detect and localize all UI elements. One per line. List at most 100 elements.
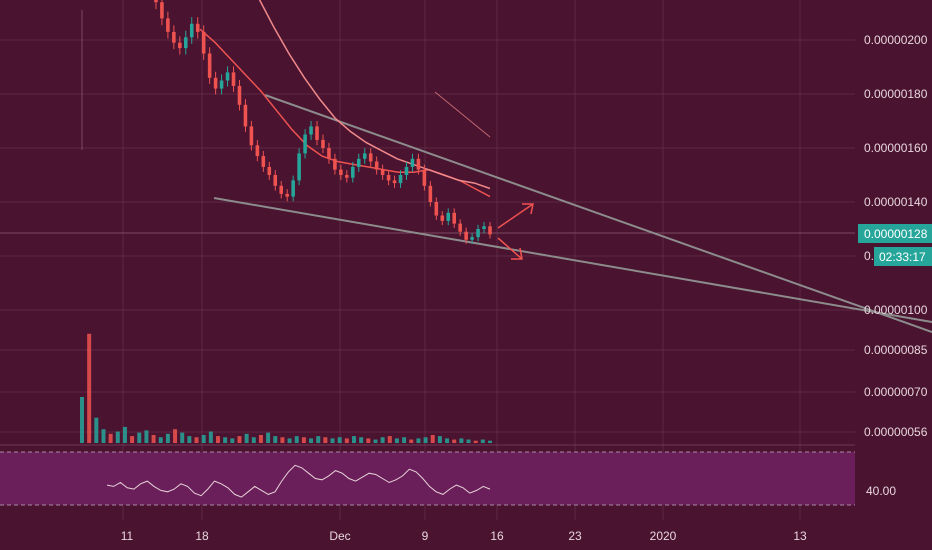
countdown-label: 02:33:17	[879, 250, 926, 264]
time-tick-label: Dec	[329, 529, 350, 543]
candle-body	[166, 18, 170, 32]
candle-body	[345, 175, 349, 178]
volume-bar	[330, 438, 335, 443]
candle-body	[321, 139, 325, 148]
volume-bar	[352, 436, 356, 443]
price-tick-label: 0.00000070	[864, 385, 928, 399]
down-arrow-head	[511, 247, 523, 260]
volume-bar	[108, 433, 113, 443]
volume-bar	[323, 437, 328, 443]
candle-body	[201, 31, 206, 54]
current-price-label: 0.00000128	[864, 227, 928, 241]
rsi-panel	[0, 451, 855, 506]
candle-body	[285, 193, 289, 197]
time-tick-label: 2020	[650, 529, 677, 543]
volume-bar	[258, 434, 263, 443]
candle-body	[392, 180, 397, 184]
volume-bar	[387, 436, 392, 443]
candle-body	[488, 226, 492, 235]
candle-body	[273, 175, 278, 186]
volume-bar	[115, 431, 120, 443]
candle-body	[195, 23, 200, 32]
candle-body	[184, 37, 188, 49]
volume-bars	[80, 333, 492, 443]
candle-body	[178, 42, 182, 49]
volume-bar	[216, 436, 220, 443]
rsi-band	[0, 452, 855, 505]
volume-bar	[337, 437, 342, 443]
volume-bar	[201, 434, 206, 443]
candle-body	[428, 185, 433, 202]
volume-bar	[459, 438, 464, 443]
candle-body	[225, 72, 230, 81]
volume-bar	[280, 437, 285, 443]
candle-body	[464, 231, 468, 240]
candle-body	[237, 85, 242, 105]
volume-bar	[187, 436, 192, 443]
price-tick-label: 0.00000180	[864, 87, 928, 101]
candle-body	[482, 226, 486, 229]
price-tick-label: 0.00000160	[864, 141, 928, 155]
volume-bar	[101, 429, 106, 443]
volume-bar	[430, 434, 435, 443]
price-tick-label: 0.00000085	[864, 343, 928, 357]
volume-bar	[230, 438, 235, 443]
candle-body	[374, 161, 379, 170]
volume-bar	[359, 437, 364, 443]
candle-body	[261, 156, 266, 167]
volume-bar	[180, 432, 185, 443]
candle-body	[356, 158, 361, 167]
volume-bar	[294, 436, 299, 443]
candle-body	[315, 126, 319, 140]
volume-bar	[445, 438, 450, 443]
time-tick-label: 9	[422, 529, 429, 543]
candle-body	[327, 148, 331, 159]
volume-bar	[130, 436, 135, 443]
price-tick-label: 0.00000200	[864, 33, 928, 47]
candle-body	[410, 158, 415, 167]
volume-bar	[452, 439, 457, 443]
price-tick-label: 0.00000100	[864, 303, 928, 317]
time-tick-label: 16	[490, 529, 504, 543]
candle-body	[309, 126, 313, 135]
volume-bar	[488, 440, 492, 443]
candle-body	[380, 169, 385, 175]
rsi-level-label: 40.00	[866, 484, 896, 498]
candle-body	[422, 169, 427, 186]
volume-bar	[137, 432, 142, 443]
time-tick-label: 13	[793, 529, 807, 543]
candle-body	[172, 31, 176, 43]
candle-body	[446, 212, 451, 221]
candle-body	[189, 23, 194, 38]
up-arrow-shaft	[497, 203, 534, 229]
time-tick-label: 23	[568, 529, 582, 543]
candle-body	[243, 104, 248, 127]
forecast-arrows	[497, 203, 534, 260]
candle-body	[160, 2, 164, 19]
price-axis: 0.00000200 0.00000180 0.00000160 0.00000140…	[864, 33, 928, 498]
volume-bar	[87, 333, 92, 443]
candle-body	[303, 134, 307, 154]
candle-body	[458, 223, 462, 232]
volume-bar	[437, 436, 442, 443]
volume-bar	[144, 430, 149, 443]
candle-body	[440, 215, 445, 221]
candles	[154, 0, 492, 244]
volume-bar	[223, 437, 228, 443]
volume-bar	[423, 437, 428, 443]
volume-bar	[366, 438, 371, 443]
candle-body	[476, 229, 480, 238]
volume-bar	[273, 436, 278, 443]
volume-bar	[344, 438, 349, 443]
price-tick-label: 0.00000140	[864, 195, 928, 209]
candle-body	[351, 166, 355, 178]
volume-bar	[208, 431, 213, 443]
time-axis: 11 18 Dec 9 16 23 2020 13	[121, 529, 807, 543]
up-arrow-head	[522, 203, 534, 215]
candle-body	[416, 158, 421, 170]
price-tags: 0.00000128 02:33:17	[858, 224, 932, 266]
volume-bar	[287, 438, 292, 443]
time-tick-label: 18	[195, 529, 209, 543]
